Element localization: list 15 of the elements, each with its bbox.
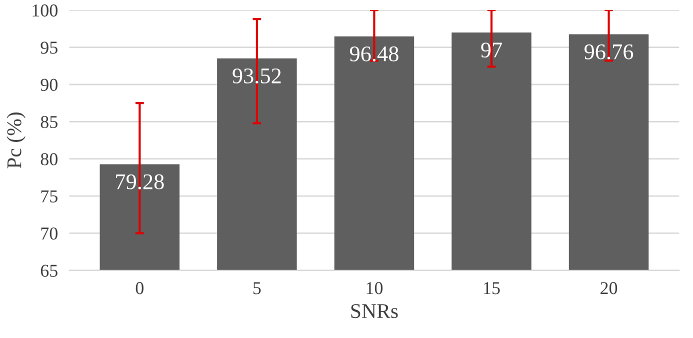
x-tick-label: 5 xyxy=(253,282,261,294)
y-tick-label: 80 xyxy=(40,153,58,166)
x-tick-label: 15 xyxy=(484,282,500,294)
y-tick-label: 75 xyxy=(41,190,58,202)
y-tick-label: 90 xyxy=(40,78,58,91)
y-tick-label: 65 xyxy=(40,264,58,277)
y-tick-label: 70 xyxy=(41,227,58,240)
y-tick-label: 100 xyxy=(32,4,58,17)
y-tick-label: 85 xyxy=(40,116,58,128)
y-axis-title: Pc (%) xyxy=(6,112,26,168)
x-tick-label: 0 xyxy=(136,282,144,294)
x-tick-label: 10 xyxy=(366,282,383,294)
x-axis-title: SNRs xyxy=(351,304,398,318)
y-tick-label: 95 xyxy=(40,42,58,54)
x-tick-label: 20 xyxy=(600,282,618,294)
